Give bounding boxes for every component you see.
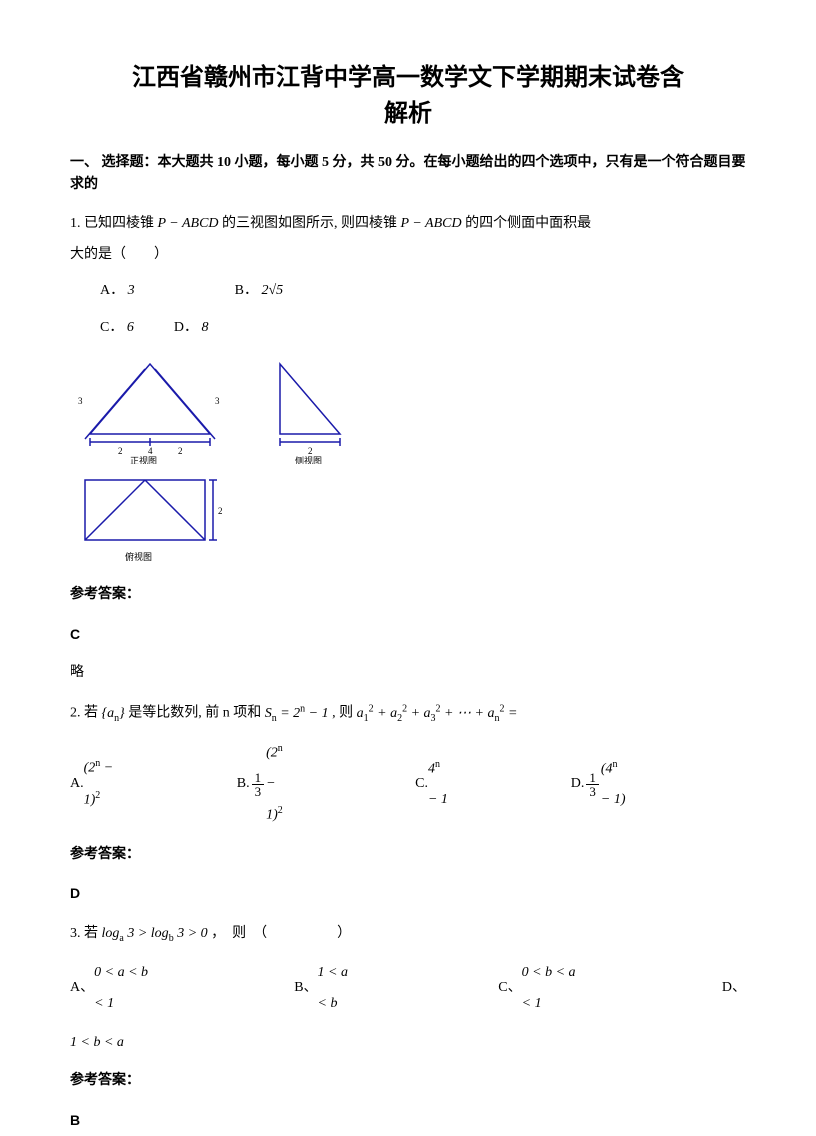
- q1-line2: 大的是（ ）: [70, 240, 746, 271]
- question-2: 2. 若 {an} 是等比数列, 前 n 项和 Sn = 2n − 1 , 则 …: [70, 698, 746, 909]
- title-line2: 解析: [70, 96, 746, 132]
- q2-optA: A. (2n − 1)2: [70, 753, 117, 816]
- svg-text:2: 2: [218, 506, 223, 516]
- section-header: 一、 选择题：本大题共 10 小题，每小题 5 分，共 50 分。在每小题给出的…: [70, 152, 746, 197]
- q2-optC: C. 4n − 1: [415, 754, 451, 816]
- q3-optD-expr: 1 < b < a: [70, 1028, 746, 1059]
- q1-expr2: P − ABCD: [401, 216, 462, 231]
- q1-mid2: 的四个侧面中面积最: [465, 216, 591, 231]
- q3-answer-label: 参考答案：: [70, 1066, 746, 1097]
- q2-prefix: 2. 若: [70, 706, 98, 721]
- q2-options: A. (2n − 1)2 B. 13 (2n − 1)2 C. 4n − 1 D…: [70, 738, 746, 832]
- q1-optB: B． 2√5: [235, 276, 284, 307]
- title-line1: 江西省赣州市江背中学高一数学文下学期期末试卷含: [70, 60, 746, 96]
- svg-text:2: 2: [178, 446, 183, 456]
- q1-optC: C． 6: [100, 313, 134, 344]
- q1-prefix: 1. 已知四棱锥: [70, 216, 154, 231]
- q3-options: A、 0 < a < b < 1 B、 1 < a < b C、 0 < b <…: [70, 958, 746, 1020]
- q1-options-row2: C． 6 D． 8: [70, 313, 746, 344]
- q1-answer: C: [70, 619, 746, 650]
- svg-text:3: 3: [78, 396, 83, 406]
- q1-note: 略: [70, 658, 746, 689]
- q2-mid2: , 则: [332, 706, 353, 721]
- q2-answer-label: 参考答案：: [70, 840, 746, 871]
- svg-text:侧视图: 侧视图: [295, 455, 322, 464]
- q1-optA: A． 3: [100, 276, 135, 307]
- q2-optD: D. 13 (4n − 1): [571, 754, 626, 816]
- svg-text:2: 2: [118, 446, 123, 456]
- q2-mid1: 是等比数列, 前 n 项和: [128, 706, 261, 721]
- q1-optD: D． 8: [174, 313, 209, 344]
- q3-optC: C、 0 < b < a < 1: [498, 958, 582, 1020]
- question-1: 1. 已知四棱锥 P − ABCD 的三视图如图所示, 则四棱锥 P − ABC…: [70, 209, 746, 689]
- svg-text:正视图: 正视图: [130, 455, 157, 464]
- q2-seq: {an}: [102, 706, 125, 721]
- q3-optA: A、 0 < a < b < 1: [70, 958, 154, 1020]
- q1-options-row1: A． 3 B． 2√5: [70, 276, 746, 307]
- svg-text:3: 3: [215, 396, 220, 406]
- svg-text:2: 2: [308, 446, 313, 456]
- side-view-diagram: 2 侧视图: [270, 354, 370, 464]
- page-title: 江西省赣州市江背中学高一数学文下学期期末试卷含 解析: [70, 60, 746, 132]
- top-view-diagram: 2 俯视图: [70, 470, 230, 570]
- q1-expr1: P − ABCD: [158, 216, 219, 231]
- q3-optD: D、: [722, 973, 746, 1004]
- q3-answer: B: [70, 1105, 746, 1136]
- q2-sum-expr: a12 + a22 + a32 + ⋯ + an2 =: [357, 706, 518, 721]
- question-3: 3. 若 loga 3 > logb 3 > 0 ， 则 （ ） A、 0 < …: [70, 919, 746, 1136]
- q1-mid1: 的三视图如图所示, 则四棱锥: [222, 216, 397, 231]
- q1-answer-label: 参考答案：: [70, 580, 746, 611]
- q1-diagrams: 3 3 4 2 2 正视图 2 侧视图: [70, 354, 746, 570]
- q3-optB: B、 1 < a < b: [294, 958, 358, 1020]
- q2-sn: Sn = 2n − 1: [265, 706, 329, 721]
- front-view-diagram: 3 3 4 2 2 正视图: [70, 354, 230, 464]
- svg-text:俯视图: 俯视图: [125, 551, 152, 562]
- svg-text:4: 4: [148, 446, 153, 456]
- q2-optB: B. 13 (2n − 1)2: [237, 738, 295, 832]
- q2-answer: D: [70, 878, 746, 909]
- q3-mid: ， 则 （ ）: [211, 926, 351, 941]
- q3-prefix: 3. 若: [70, 926, 98, 941]
- q3-cond: loga 3 > logb 3 > 0: [102, 926, 208, 941]
